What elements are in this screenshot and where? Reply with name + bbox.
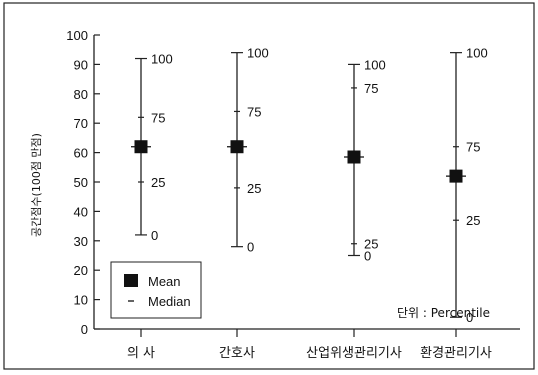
y-ticks: 0 10 20 30 40 50 60 70 80 90 100 [66,28,100,337]
legend-mean-swatch [124,274,138,287]
percentile-label-2-p0: 0 [364,249,371,264]
y-tick-label-30: 30 [74,234,88,249]
legend: Mean Median [110,261,202,319]
mean-mark-0 [134,140,148,154]
legend-box [110,261,202,319]
y-tick-label-20: 20 [74,263,88,278]
percentile-label-0-p0: 0 [151,228,158,243]
percentile-label-2-p75: 75 [364,81,378,96]
y-tick-label-60: 60 [74,146,88,161]
y-tick-label-100: 100 [66,28,88,43]
x-tick-label-3: 환경관리기사 [420,346,492,361]
percentile-label-3-p25: 25 [466,213,480,228]
percentile-label-1-p0: 0 [247,240,254,255]
y-tick-label-40: 40 [74,204,88,219]
percentile-label-2-p100: 100 [364,57,386,72]
percentile-label-1-p100: 100 [247,46,269,61]
legend-mean-label: Mean [148,274,181,289]
y-tick-label-80: 80 [74,87,88,102]
y-tick-label-50: 50 [74,175,88,190]
percentile-label-3-p0: 0 [466,310,473,325]
mean-mark-2 [347,150,361,164]
y-axis-label: 공간점수(100점 만점) [30,133,43,237]
y-tick-label-0: 0 [81,322,88,337]
percentile-label-3-p75: 75 [466,140,480,155]
percentile-label-2-p25: 25 [364,237,378,252]
percentile-label-1-p25: 25 [247,181,261,196]
unit-note: 단위 : Percentile [397,306,490,320]
y-tick-label-10: 10 [74,293,88,308]
chart-border [3,2,535,370]
x-tick-label-2: 산업위생관리기사 [306,346,402,361]
mean-mark-3 [449,169,463,183]
percentile-label-3-p100: 100 [466,46,488,61]
categories: 의 사 간호사 산업위생관리기사 환경관리기사 [127,329,492,361]
percentile-label-0-p100: 100 [151,52,173,67]
legend-median-label: Median [148,294,191,309]
mean-mark-1 [230,140,244,154]
y-tick-label-90: 90 [74,57,88,72]
percentile-label-0-p75: 75 [151,110,165,125]
percentile-label-1-p75: 75 [247,104,261,119]
x-tick-label-0: 의 사 [127,346,155,361]
y-tick-label-70: 70 [74,116,88,131]
percentile-label-0-p25: 25 [151,175,165,190]
x-tick-label-1: 간호사 [219,346,255,361]
